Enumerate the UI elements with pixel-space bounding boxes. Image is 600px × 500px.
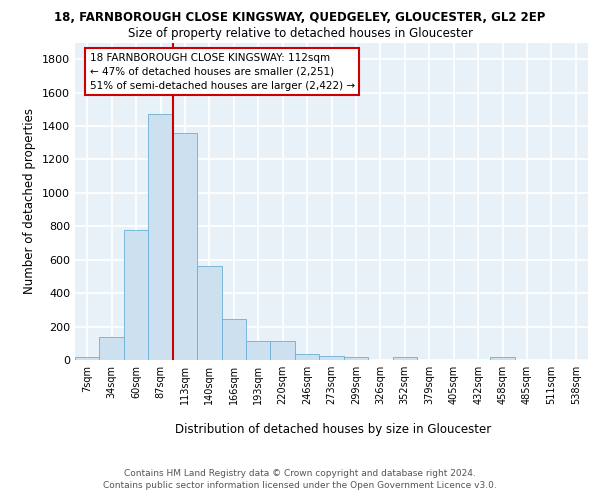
Bar xyxy=(148,114,173,360)
Text: 18 FARNBOROUGH CLOSE KINGSWAY: 112sqm
← 47% of detached houses are smaller (2,25: 18 FARNBOROUGH CLOSE KINGSWAY: 112sqm ← … xyxy=(89,52,355,90)
Bar xyxy=(197,266,221,360)
Bar xyxy=(75,357,100,360)
Text: Contains HM Land Registry data © Crown copyright and database right 2024.: Contains HM Land Registry data © Crown c… xyxy=(124,469,476,478)
Bar xyxy=(392,358,417,360)
Bar xyxy=(246,341,271,360)
Y-axis label: Number of detached properties: Number of detached properties xyxy=(23,108,37,294)
Bar xyxy=(344,358,368,360)
Text: Contains public sector information licensed under the Open Government Licence v3: Contains public sector information licen… xyxy=(103,481,497,490)
Bar xyxy=(271,341,295,360)
Bar xyxy=(319,356,344,360)
Bar xyxy=(100,338,124,360)
Bar xyxy=(124,230,148,360)
Text: Distribution of detached houses by size in Gloucester: Distribution of detached houses by size … xyxy=(175,422,491,436)
Text: 18, FARNBOROUGH CLOSE KINGSWAY, QUEDGELEY, GLOUCESTER, GL2 2EP: 18, FARNBOROUGH CLOSE KINGSWAY, QUEDGELE… xyxy=(55,11,545,24)
Bar xyxy=(490,356,515,360)
Bar xyxy=(221,319,246,360)
Bar xyxy=(173,132,197,360)
Text: Size of property relative to detached houses in Gloucester: Size of property relative to detached ho… xyxy=(128,28,473,40)
Bar xyxy=(295,354,319,360)
